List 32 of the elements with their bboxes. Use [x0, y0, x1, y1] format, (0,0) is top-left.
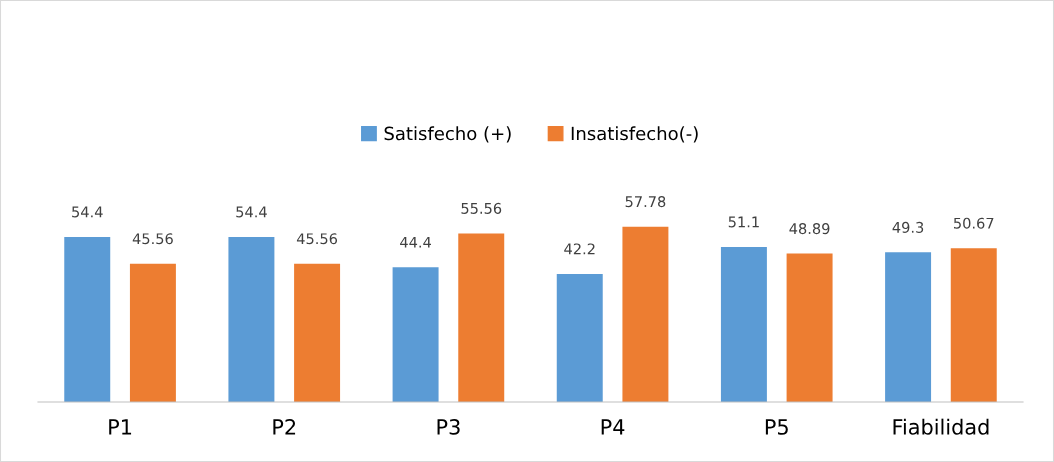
x-tick-label: P3 [437, 419, 460, 435]
bar [885, 252, 932, 402]
bar [556, 273, 603, 402]
legend-label: Insatisfecho(-) [571, 126, 698, 143]
data-label: 49.3 [892, 221, 924, 233]
data-label: 44.4 [400, 236, 431, 248]
bar [622, 226, 669, 402]
data-label: 45.56 [296, 233, 338, 245]
bar [458, 233, 505, 402]
x-tick-label: P4 [601, 419, 625, 435]
bar [786, 253, 833, 402]
bar [392, 267, 439, 402]
x-tick-label: P5 [765, 419, 788, 435]
x-tick-label: Fiabilidad [893, 418, 989, 435]
bar [129, 263, 176, 402]
data-label: 54.4 [236, 206, 267, 218]
data-label: 57.78 [625, 196, 666, 208]
data-label: 48.89 [789, 223, 830, 235]
data-label: 45.56 [132, 233, 173, 245]
bar [228, 236, 275, 402]
x-tick-label: P1 [109, 419, 132, 435]
bar [950, 248, 997, 402]
bar [720, 246, 767, 402]
data-label: 51.1 [728, 216, 759, 228]
data-label: 54.4 [72, 206, 103, 218]
data-label: 55.56 [461, 202, 502, 214]
data-label: 50.67 [954, 217, 994, 229]
legend-label: Satisfecho (+) [384, 126, 511, 143]
bar [294, 263, 341, 402]
data-label: 42.2 [564, 243, 595, 255]
x-tick-label: P2 [273, 419, 296, 435]
bar [64, 236, 111, 402]
